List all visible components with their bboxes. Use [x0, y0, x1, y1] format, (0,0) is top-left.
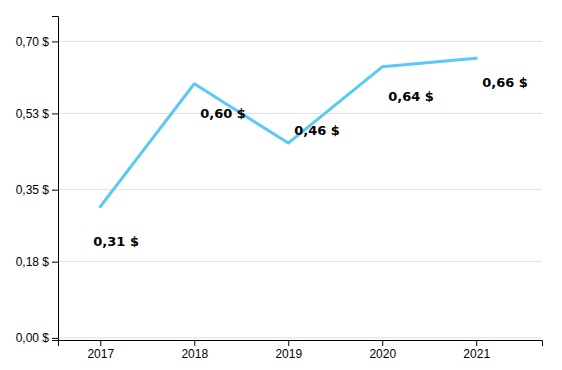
grid-line	[58, 261, 542, 262]
x-tick: 2018	[181, 340, 208, 361]
x-tick: 2021	[463, 340, 490, 361]
tick-label: 2018	[181, 347, 208, 361]
tick-label: 2017	[87, 347, 114, 361]
tick-label: 0,70 $	[16, 35, 50, 49]
x-axis: 2017 2018 2019 2020 2021	[59, 340, 543, 361]
tick-mark	[382, 340, 383, 346]
data-label: 0,46 $	[294, 123, 340, 138]
y-tick: 0,18 $	[16, 255, 58, 269]
data-label: 0,66 $	[482, 75, 528, 90]
tick-label: 2019	[275, 347, 302, 361]
y-tick: 0,35 $	[16, 183, 58, 197]
line	[100, 58, 476, 206]
tick-mark	[52, 113, 58, 114]
data-label: 0,60 $	[200, 106, 246, 121]
tick-mark	[194, 340, 195, 346]
grid-line	[58, 41, 542, 42]
x-tick: 2017	[87, 340, 114, 361]
y-axis: 0,00 $ 0,18 $ 0,35 $ 0,53 $ 0,70 $	[16, 17, 59, 346]
tick-mark	[100, 340, 101, 346]
y-tick: 0,00 $	[16, 331, 58, 345]
x-tick: 2020	[369, 340, 396, 361]
tick-label: 0,18 $	[16, 255, 50, 269]
grid-line	[58, 113, 542, 114]
data-labels: 0,31 $ 0,60 $ 0,46 $ 0,64 $ 0,66 $	[93, 75, 528, 249]
tick-label: 0,53 $	[16, 107, 50, 121]
tick-mark	[288, 340, 289, 346]
plot-area	[100, 58, 476, 206]
grid-line	[58, 337, 542, 338]
tick-mark	[52, 190, 58, 191]
axis-line	[59, 341, 543, 347]
data-label: 0,64 $	[388, 89, 434, 104]
tick-mark	[52, 262, 58, 263]
tick-label: 0,35 $	[16, 183, 50, 197]
y-tick: 0,70 $	[16, 35, 58, 49]
tick-label: 2021	[463, 347, 490, 361]
tick-label: 0,00 $	[16, 331, 50, 345]
tick-mark	[476, 340, 477, 346]
grid-line	[58, 189, 542, 190]
grid	[58, 41, 542, 337]
axis-line	[52, 17, 59, 341]
data-label: 0,31 $	[93, 234, 139, 249]
x-tick: 2019	[275, 340, 302, 361]
chart: 0,00 $0,18 $0,35 $0,53 $0,70 $2017201820…	[0, 0, 562, 370]
tick-mark	[52, 41, 58, 42]
tick-mark	[52, 338, 58, 339]
y-tick: 0,53 $	[16, 107, 58, 121]
tick-label: 2020	[369, 347, 396, 361]
